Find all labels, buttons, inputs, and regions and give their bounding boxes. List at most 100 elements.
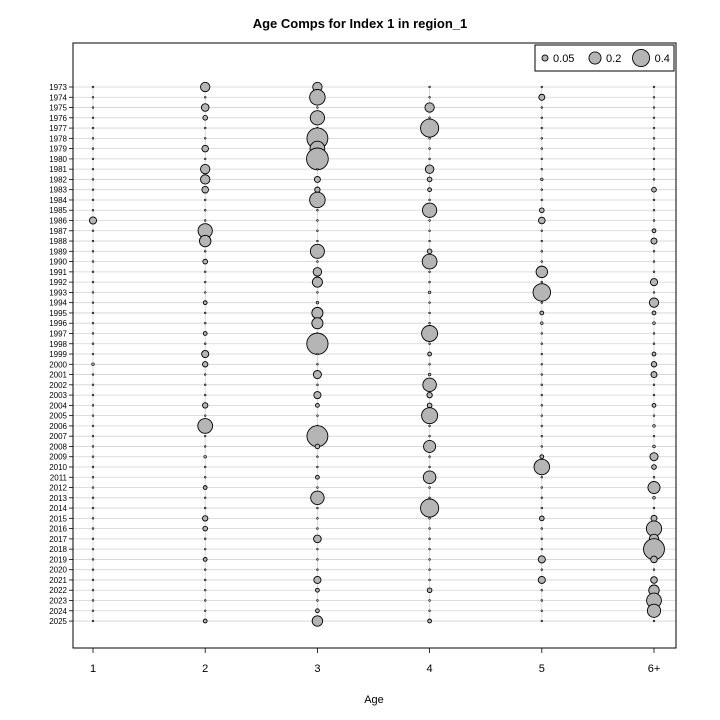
bubble-point xyxy=(91,342,95,345)
bubble-point xyxy=(652,250,656,253)
y-tick-label: 1988 xyxy=(49,237,67,246)
x-axis-ticks: 1 2 3 4 5 6+ xyxy=(90,648,660,675)
bubble-point xyxy=(91,250,95,253)
y-tick-label: 2017 xyxy=(49,535,67,544)
bubble-point xyxy=(91,147,95,150)
bubble-point xyxy=(426,176,433,183)
bubble-point xyxy=(428,219,431,222)
x-tick-label: 2 xyxy=(202,663,208,675)
bubble-point xyxy=(91,96,95,99)
bubble-point xyxy=(428,137,431,140)
bubble-point xyxy=(314,186,321,193)
y-tick-label: 1980 xyxy=(49,155,67,164)
bubble-point xyxy=(650,514,658,522)
bubble-point xyxy=(652,332,656,335)
bubble-point xyxy=(652,178,656,181)
bubble-point xyxy=(311,615,324,627)
bubble-point xyxy=(652,393,656,397)
bubble-point xyxy=(652,506,656,510)
bubble-point xyxy=(312,370,322,380)
bubble-point xyxy=(311,317,324,330)
y-tick-label: 1974 xyxy=(49,93,67,102)
bubble-point xyxy=(651,403,657,408)
bubble-point xyxy=(652,568,656,571)
y-tick-label: 1991 xyxy=(49,268,67,277)
bubble-point xyxy=(428,280,431,284)
bubble-point xyxy=(91,229,95,232)
bubble-point xyxy=(306,147,329,171)
bubble-point xyxy=(204,198,207,202)
bubble-point xyxy=(204,578,207,582)
y-tick-label: 1998 xyxy=(49,340,67,349)
y-tick-label: 1994 xyxy=(49,299,67,308)
bubble-point xyxy=(202,525,208,532)
bubble-point xyxy=(314,443,321,450)
y-tick-label: 1982 xyxy=(49,175,67,184)
bubble-point xyxy=(428,198,431,202)
bubble-point xyxy=(428,547,431,551)
bubble-point xyxy=(421,253,438,270)
bubble-point xyxy=(202,361,209,368)
bubble-point xyxy=(422,377,437,393)
bubble-point xyxy=(316,167,319,171)
bubble-point xyxy=(204,599,207,602)
y-tick-label: 2025 xyxy=(49,617,67,626)
bubble-point xyxy=(91,537,95,541)
bubble-point xyxy=(428,85,431,89)
bubble-point xyxy=(200,103,210,112)
bubble-point xyxy=(316,363,319,366)
y-tick-label: 2022 xyxy=(49,586,67,595)
bubble-point xyxy=(203,455,207,459)
bubble-point xyxy=(428,342,431,345)
bubble-point xyxy=(420,118,440,138)
y-tick-label: 2018 xyxy=(49,545,67,554)
bubble-point xyxy=(316,239,319,243)
bubble-point xyxy=(91,311,95,315)
bubble-point xyxy=(540,393,543,397)
bubble-point xyxy=(650,361,658,368)
bubble-point xyxy=(428,424,431,428)
bubble-point xyxy=(540,496,543,499)
bubble-point xyxy=(652,96,656,99)
bubble-point xyxy=(199,234,212,248)
bubble-point xyxy=(540,250,543,253)
bubble-point xyxy=(652,157,656,161)
bubble-point xyxy=(200,174,211,185)
y-tick-label: 1985 xyxy=(49,206,67,215)
bubble-point xyxy=(540,476,543,479)
bubble-point xyxy=(316,455,319,458)
y-tick-label: 1983 xyxy=(49,186,67,195)
bubble-point xyxy=(91,414,95,417)
bubble-point xyxy=(91,609,95,612)
bubble-point xyxy=(428,455,431,458)
bubble-point xyxy=(651,310,657,316)
bubble-point xyxy=(651,464,657,470)
y-tick-label: 1999 xyxy=(49,350,67,359)
bubble-point xyxy=(427,618,432,624)
bubble-point xyxy=(652,219,656,222)
bubble-point xyxy=(540,260,543,263)
y-tick-label: 1993 xyxy=(49,288,67,297)
bubble-point xyxy=(540,301,543,304)
bubble-point xyxy=(533,458,551,476)
bubble-point xyxy=(306,332,329,355)
bubble-point xyxy=(428,96,431,99)
x-tick-label: 4 xyxy=(427,663,433,675)
bubble-point xyxy=(540,445,543,448)
bubble-point xyxy=(91,445,95,448)
y-tick-label: 2020 xyxy=(49,566,67,575)
bubble-point xyxy=(540,424,543,428)
bubble-point xyxy=(424,102,435,113)
bubble-point xyxy=(537,575,546,584)
bubble-point xyxy=(649,452,659,462)
bubble-point xyxy=(652,424,656,428)
bubble-point xyxy=(204,506,207,510)
bubble-point xyxy=(91,589,95,592)
y-tick-label: 2019 xyxy=(49,555,67,564)
bubble-point xyxy=(204,126,207,130)
bubble-point xyxy=(204,96,207,99)
bubble-point xyxy=(428,311,431,315)
bubble-point xyxy=(204,137,207,140)
bubble-point xyxy=(652,106,656,109)
bubble-point xyxy=(540,589,543,592)
